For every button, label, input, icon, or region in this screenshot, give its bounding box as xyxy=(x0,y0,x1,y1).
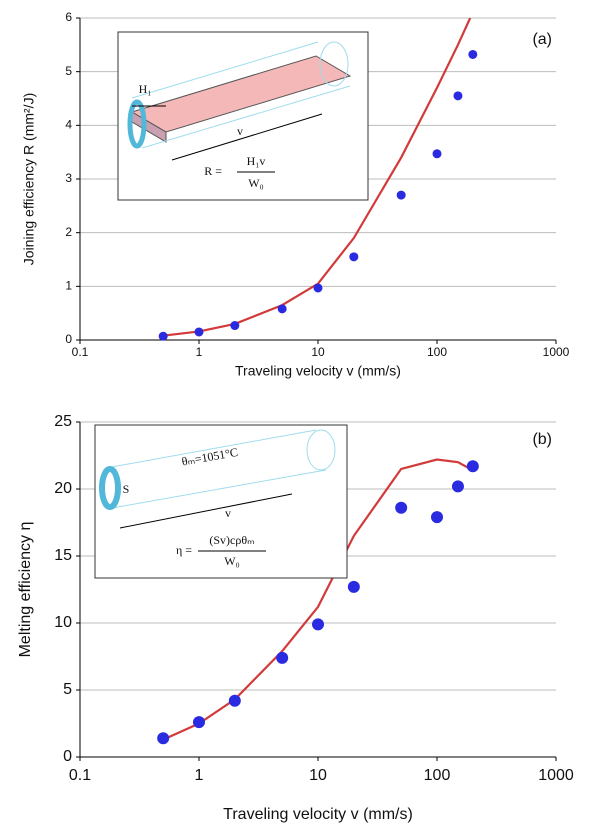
y-tick-label: 0 xyxy=(63,748,72,765)
data-point xyxy=(468,49,478,59)
y-tick-label: 6 xyxy=(65,10,72,24)
pipe-edge xyxy=(105,429,317,469)
data-point xyxy=(451,480,464,493)
x-tick-label: 0.1 xyxy=(69,767,91,784)
x-tick-label: 100 xyxy=(424,767,451,784)
fit-line xyxy=(163,18,472,337)
data-point xyxy=(157,732,170,745)
panel: 0 1 2 3 4 5 6 0.1 1 10 100 1000 Traveling velocity v… xyxy=(21,10,570,379)
x-tick-label: 10 xyxy=(311,345,325,359)
data-point xyxy=(158,331,168,341)
data-point xyxy=(466,460,479,473)
pipe-edge xyxy=(131,41,319,99)
y-tick-label: 1 xyxy=(65,279,72,293)
pipe-end xyxy=(319,41,349,87)
data-point xyxy=(396,190,406,200)
x-tick-label: 1000 xyxy=(543,345,570,359)
data-point xyxy=(453,91,463,101)
data-point xyxy=(312,618,324,631)
v-arrow xyxy=(119,493,293,529)
data-point xyxy=(228,694,241,707)
data-point xyxy=(277,304,287,314)
data-point xyxy=(431,511,443,524)
panel-label: (a) xyxy=(532,31,552,48)
inset-frame xyxy=(94,424,348,579)
x-axis-title: Traveling velocity v (mm/s) xyxy=(223,806,413,823)
inset-label: v xyxy=(237,124,243,138)
y-tick-label: 2 xyxy=(65,225,72,239)
x-tick-label: 1 xyxy=(195,767,204,784)
inset-label: v xyxy=(225,506,231,520)
pipe-edge xyxy=(111,469,327,509)
y-axis-title: Joining efficiency R (mm²/J) xyxy=(21,93,37,265)
y-tick-label: 15 xyxy=(54,547,72,564)
x-tick-label: 100 xyxy=(427,345,447,359)
y-axis-title: Melting efficiency η xyxy=(17,522,34,658)
data-point xyxy=(349,252,359,262)
inset-label: η = xyxy=(176,543,192,557)
y-tick-label: 20 xyxy=(54,480,72,497)
data-point xyxy=(193,716,205,729)
y-tick-label: 25 xyxy=(54,413,72,430)
data-point xyxy=(347,580,360,593)
x-tick-label: 10 xyxy=(309,767,327,784)
inset-label: (Sv)cρθₘ xyxy=(209,533,254,547)
inset-label: W₀ xyxy=(224,554,240,568)
pipe-end xyxy=(127,99,147,149)
panel-label: (b) xyxy=(532,431,552,448)
data-point xyxy=(432,149,442,159)
data-point xyxy=(395,501,408,514)
pipe-end xyxy=(306,429,336,471)
data-point xyxy=(230,321,240,331)
data-point xyxy=(194,327,204,337)
pipe-end xyxy=(99,466,121,510)
v-arrow xyxy=(171,113,323,161)
data-point xyxy=(313,283,323,293)
x-tick-label: 1000 xyxy=(538,767,574,784)
x-tick-label: 0.1 xyxy=(72,345,89,359)
y-tick-label: 0 xyxy=(65,332,72,346)
inset-label: R = xyxy=(204,164,222,178)
y-tick-label: 3 xyxy=(65,171,72,185)
inset-label: W₀ xyxy=(248,176,264,190)
y-tick-label: 5 xyxy=(63,681,72,698)
inset-label: S xyxy=(123,482,130,496)
data-point xyxy=(276,651,289,664)
y-tick-label: 4 xyxy=(65,118,72,132)
y-tick-label: 5 xyxy=(65,64,72,78)
x-tick-label: 1 xyxy=(196,345,203,359)
inset-label: H₁v xyxy=(247,154,266,168)
inset-label: H₁ xyxy=(139,82,152,96)
x-axis-title: Traveling velocity v (mm/s) xyxy=(235,363,401,379)
panel: 0 5 10 15 20 25 0.1 1 10 100 1000 Traveling velocit… xyxy=(17,413,574,823)
pipe-edge xyxy=(141,85,351,149)
y-tick-label: 10 xyxy=(54,614,72,631)
